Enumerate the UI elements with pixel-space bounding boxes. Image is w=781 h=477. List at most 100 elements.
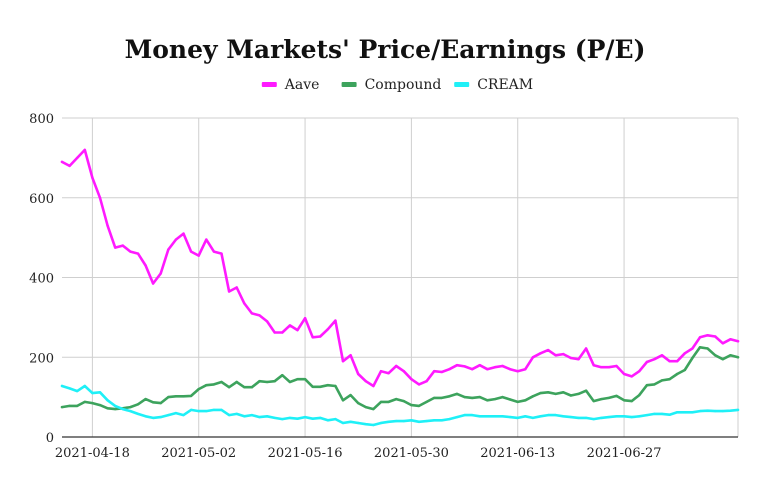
data-point-cream	[258, 415, 261, 419]
data-point-cream	[395, 419, 398, 423]
data-point-compound	[182, 395, 185, 398]
data-point-compound	[471, 396, 474, 400]
data-point-cream	[364, 423, 367, 426]
data-point-aave	[622, 372, 626, 376]
data-point-aave	[303, 317, 307, 320]
data-point-cream	[736, 408, 740, 412]
data-point-cream	[478, 415, 481, 418]
data-point-cream	[539, 415, 542, 418]
data-point-cream	[516, 416, 519, 420]
data-point-aave	[395, 364, 398, 368]
series-line-cream	[60, 384, 740, 427]
data-point-aave	[463, 365, 466, 368]
data-point-cream	[91, 391, 94, 395]
data-point-aave	[334, 319, 337, 322]
data-point-aave	[539, 352, 542, 355]
data-point-aave	[417, 383, 421, 386]
data-point-compound	[607, 396, 611, 400]
data-point-aave	[516, 370, 519, 373]
data-point-aave	[554, 354, 557, 357]
data-point-aave	[205, 238, 208, 241]
data-point-cream	[205, 409, 208, 413]
x-tick-label: 2021-05-02	[161, 446, 236, 461]
data-point-compound	[524, 399, 527, 402]
data-point-cream	[562, 415, 565, 418]
data-point-compound	[638, 393, 641, 397]
data-point-compound	[265, 380, 269, 384]
data-point-aave	[607, 366, 611, 369]
data-point-compound	[235, 380, 238, 384]
data-point-cream	[531, 416, 535, 420]
data-point-aave	[508, 368, 512, 371]
x-tick-label: 2021-06-13	[480, 446, 555, 461]
data-point-compound	[189, 394, 193, 398]
legend-label: CREAM	[477, 77, 533, 93]
data-point-compound	[334, 384, 337, 388]
data-point-compound	[106, 407, 109, 410]
legend-item-compound[interactable]: Compound	[341, 77, 442, 93]
data-point-compound	[615, 394, 618, 398]
data-point-compound	[98, 403, 102, 407]
grid-layer	[62, 117, 739, 437]
data-point-compound	[729, 354, 732, 357]
data-point-aave	[410, 378, 413, 381]
data-point-cream	[357, 421, 360, 425]
data-point-aave	[683, 352, 686, 355]
data-point-aave	[265, 320, 269, 323]
data-point-aave	[455, 364, 459, 367]
data-point-aave	[235, 286, 238, 289]
data-point-compound	[349, 393, 352, 397]
data-point-aave	[174, 238, 178, 241]
data-point-cream	[319, 416, 322, 420]
legend-item-aave[interactable]: Aave	[261, 77, 320, 93]
data-point-aave	[698, 336, 702, 339]
data-point-aave	[98, 196, 102, 199]
data-point-cream	[402, 419, 405, 423]
data-point-cream	[341, 421, 345, 425]
data-point-cream	[714, 409, 717, 413]
data-point-aave	[440, 370, 443, 374]
legend-swatch	[341, 82, 357, 87]
data-point-aave	[144, 264, 147, 267]
data-point-aave	[486, 368, 489, 371]
data-point-aave	[714, 335, 717, 338]
data-point-aave	[592, 364, 595, 367]
data-point-aave	[220, 252, 223, 255]
data-point-aave	[402, 370, 405, 373]
data-point-compound	[402, 399, 405, 403]
data-point-cream	[630, 415, 633, 419]
data-point-compound	[76, 404, 79, 408]
data-point-compound	[341, 399, 345, 402]
data-point-aave	[326, 328, 329, 331]
legend-item-cream[interactable]: CREAM	[454, 77, 533, 93]
data-point-aave	[501, 364, 504, 368]
data-point-cream	[121, 407, 125, 411]
data-point-cream	[622, 415, 626, 418]
data-point-cream	[524, 415, 527, 418]
data-point-cream	[303, 415, 307, 419]
data-point-cream	[76, 389, 79, 393]
x-tick-label: 2021-06-27	[587, 446, 662, 461]
data-point-aave	[296, 328, 299, 332]
data-point-aave	[91, 176, 94, 179]
data-point-aave	[569, 356, 573, 360]
data-point-cream	[212, 408, 216, 412]
data-point-compound	[660, 379, 664, 382]
data-point-cream	[448, 417, 451, 421]
data-point-cream	[379, 421, 383, 425]
series-points-aave	[60, 148, 740, 388]
data-point-compound	[250, 386, 254, 389]
data-point-cream	[129, 409, 132, 413]
data-point-aave	[425, 380, 428, 383]
data-point-compound	[326, 384, 329, 387]
data-point-cream	[372, 423, 375, 427]
data-point-compound	[554, 392, 557, 396]
data-point-compound	[144, 397, 147, 401]
legend-swatch	[454, 82, 470, 87]
data-point-compound	[281, 374, 284, 377]
data-point-cream	[706, 409, 709, 412]
data-point-compound	[136, 403, 140, 406]
data-point-cream	[227, 413, 231, 417]
